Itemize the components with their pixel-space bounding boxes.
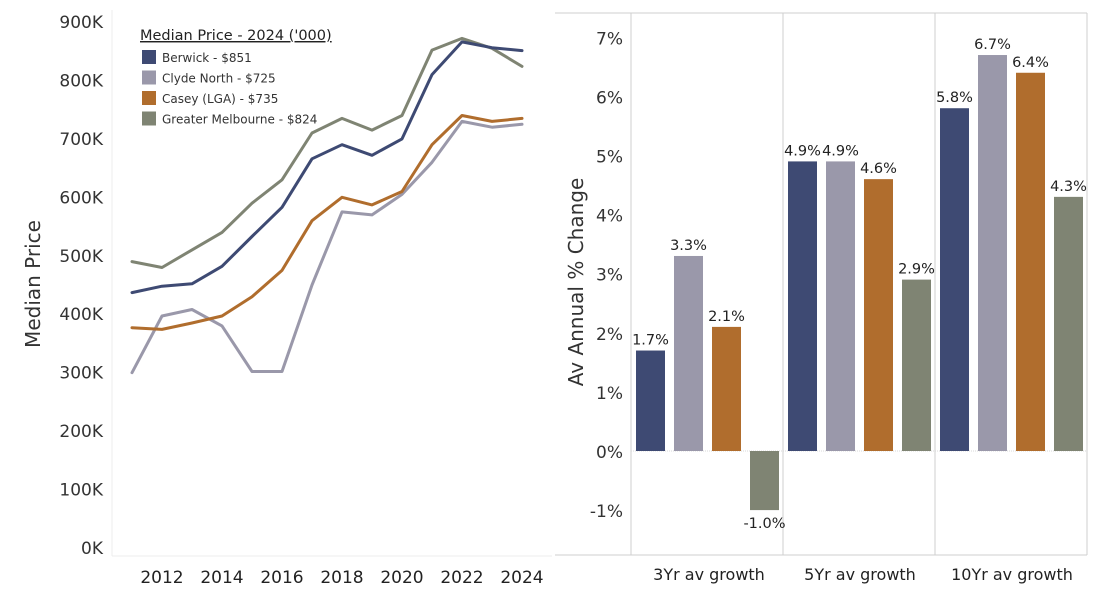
- x-tick-label: 2016: [260, 568, 303, 588]
- category-label: 3Yr av growth: [653, 565, 765, 584]
- y-tick-label: 800K: [59, 71, 103, 91]
- y-axis-label: Median Price: [21, 220, 45, 348]
- y-tick-label: 700K: [59, 130, 103, 150]
- median-price-line-chart: 0K 100K 200K 300K 400K 500K 600K 700K 800K 900K 20…: [21, 10, 552, 588]
- y-tick-label: 5%: [596, 148, 623, 168]
- y-tick-label: 0%: [596, 443, 623, 463]
- category-label: 5Yr av growth: [804, 565, 916, 584]
- series-line-clyde-north: [130, 119, 524, 375]
- line-chart-axes: 0K 100K 200K 300K 400K 500K 600K 700K 800K 900K 20…: [59, 10, 552, 588]
- x-tick-label: 2018: [320, 568, 363, 588]
- legend-swatch: [142, 50, 156, 64]
- y-tick-label: 2%: [596, 325, 623, 345]
- bar-berwick: [940, 108, 969, 451]
- line-chart-series: [130, 36, 524, 375]
- bar-casey-lga: [1016, 72, 1045, 451]
- legend-entry: Clyde North - $725: [162, 72, 276, 86]
- series-line-casey-lga: [130, 114, 524, 331]
- bar-berwick: [636, 350, 665, 451]
- bar-greater-melbourne: [1054, 196, 1083, 451]
- bar-greater-melbourne: [902, 279, 931, 451]
- y-tick-label: 7%: [596, 29, 623, 49]
- y-tick-label: 500K: [59, 247, 103, 267]
- x-tick-label: 2014: [200, 568, 243, 588]
- y-tick-label: 400K: [59, 305, 103, 325]
- legend-entry: Greater Melbourne - $824: [162, 113, 317, 127]
- y-tick-label: 6%: [596, 88, 623, 108]
- bar-berwick: [788, 161, 817, 451]
- line-chart-legend: Median Price - 2024 ('000) Berwick - $85…: [140, 28, 332, 127]
- series-line-berwick: [130, 40, 524, 295]
- x-tick-label: 2024: [500, 568, 543, 588]
- y-tick-label: 600K: [59, 188, 103, 208]
- y-tick-label: 0K: [81, 539, 104, 559]
- bar-chart-bars: 1.7%3.3%2.1%-1.0%4.9% 4.9%4.6%2.9%5.8%6.7…: [632, 37, 1087, 532]
- data-label: 2.9%: [898, 262, 935, 278]
- y-tick-label: 900K: [59, 13, 103, 33]
- data-label: -1.0%: [743, 516, 785, 532]
- data-label: 6.4%: [1012, 55, 1049, 71]
- y-tick-label: 100K: [59, 481, 103, 501]
- legend-title: Median Price - 2024 ('000): [140, 28, 332, 44]
- bar-clyde-north: [826, 161, 855, 451]
- data-label: 4.6%: [860, 161, 897, 177]
- bar-chart-frame: -1% 0% 1% 2% 3% 4% 5% 6% 7% 3Yr av growth 5Yr av g…: [555, 12, 1088, 584]
- data-label: 4.9%: [822, 143, 859, 159]
- data-label: 6.7%: [974, 37, 1011, 53]
- legend-swatch: [142, 70, 156, 85]
- y-tick-label: -1%: [590, 502, 623, 522]
- bar-casey-lga: [864, 179, 893, 451]
- y-tick-label: 200K: [59, 422, 103, 442]
- data-label: 3.3%: [670, 238, 707, 254]
- y-axis-label: Av Annual % Change: [564, 178, 588, 387]
- legend-swatch: [142, 91, 156, 105]
- bar-greater-melbourne: [750, 451, 779, 511]
- x-tick-label: 2022: [440, 568, 483, 588]
- y-tick-label: 1%: [596, 384, 623, 404]
- data-label: 4.9%: [784, 143, 821, 159]
- legend-entry: Berwick - $851: [162, 51, 252, 65]
- data-label: 4.3%: [1050, 179, 1087, 195]
- data-label: 1.7%: [632, 333, 669, 349]
- legend-swatch: [142, 111, 156, 126]
- y-tick-label: 4%: [596, 207, 623, 227]
- y-tick-label: 3%: [596, 266, 623, 286]
- series-line-greater-melbourne: [130, 36, 524, 269]
- category-label: 10Yr av growth: [951, 565, 1073, 584]
- data-label: 5.8%: [936, 90, 973, 106]
- data-label: 2.1%: [708, 309, 745, 325]
- legend-entry: Casey (LGA) - $735: [162, 92, 278, 106]
- y-tick-label: 300K: [59, 364, 103, 384]
- bar-clyde-north: [674, 255, 703, 451]
- x-tick-label: 2012: [140, 568, 183, 588]
- x-tick-label: 2020: [380, 568, 423, 588]
- bar-clyde-north: [978, 55, 1007, 451]
- bar-casey-lga: [712, 326, 741, 451]
